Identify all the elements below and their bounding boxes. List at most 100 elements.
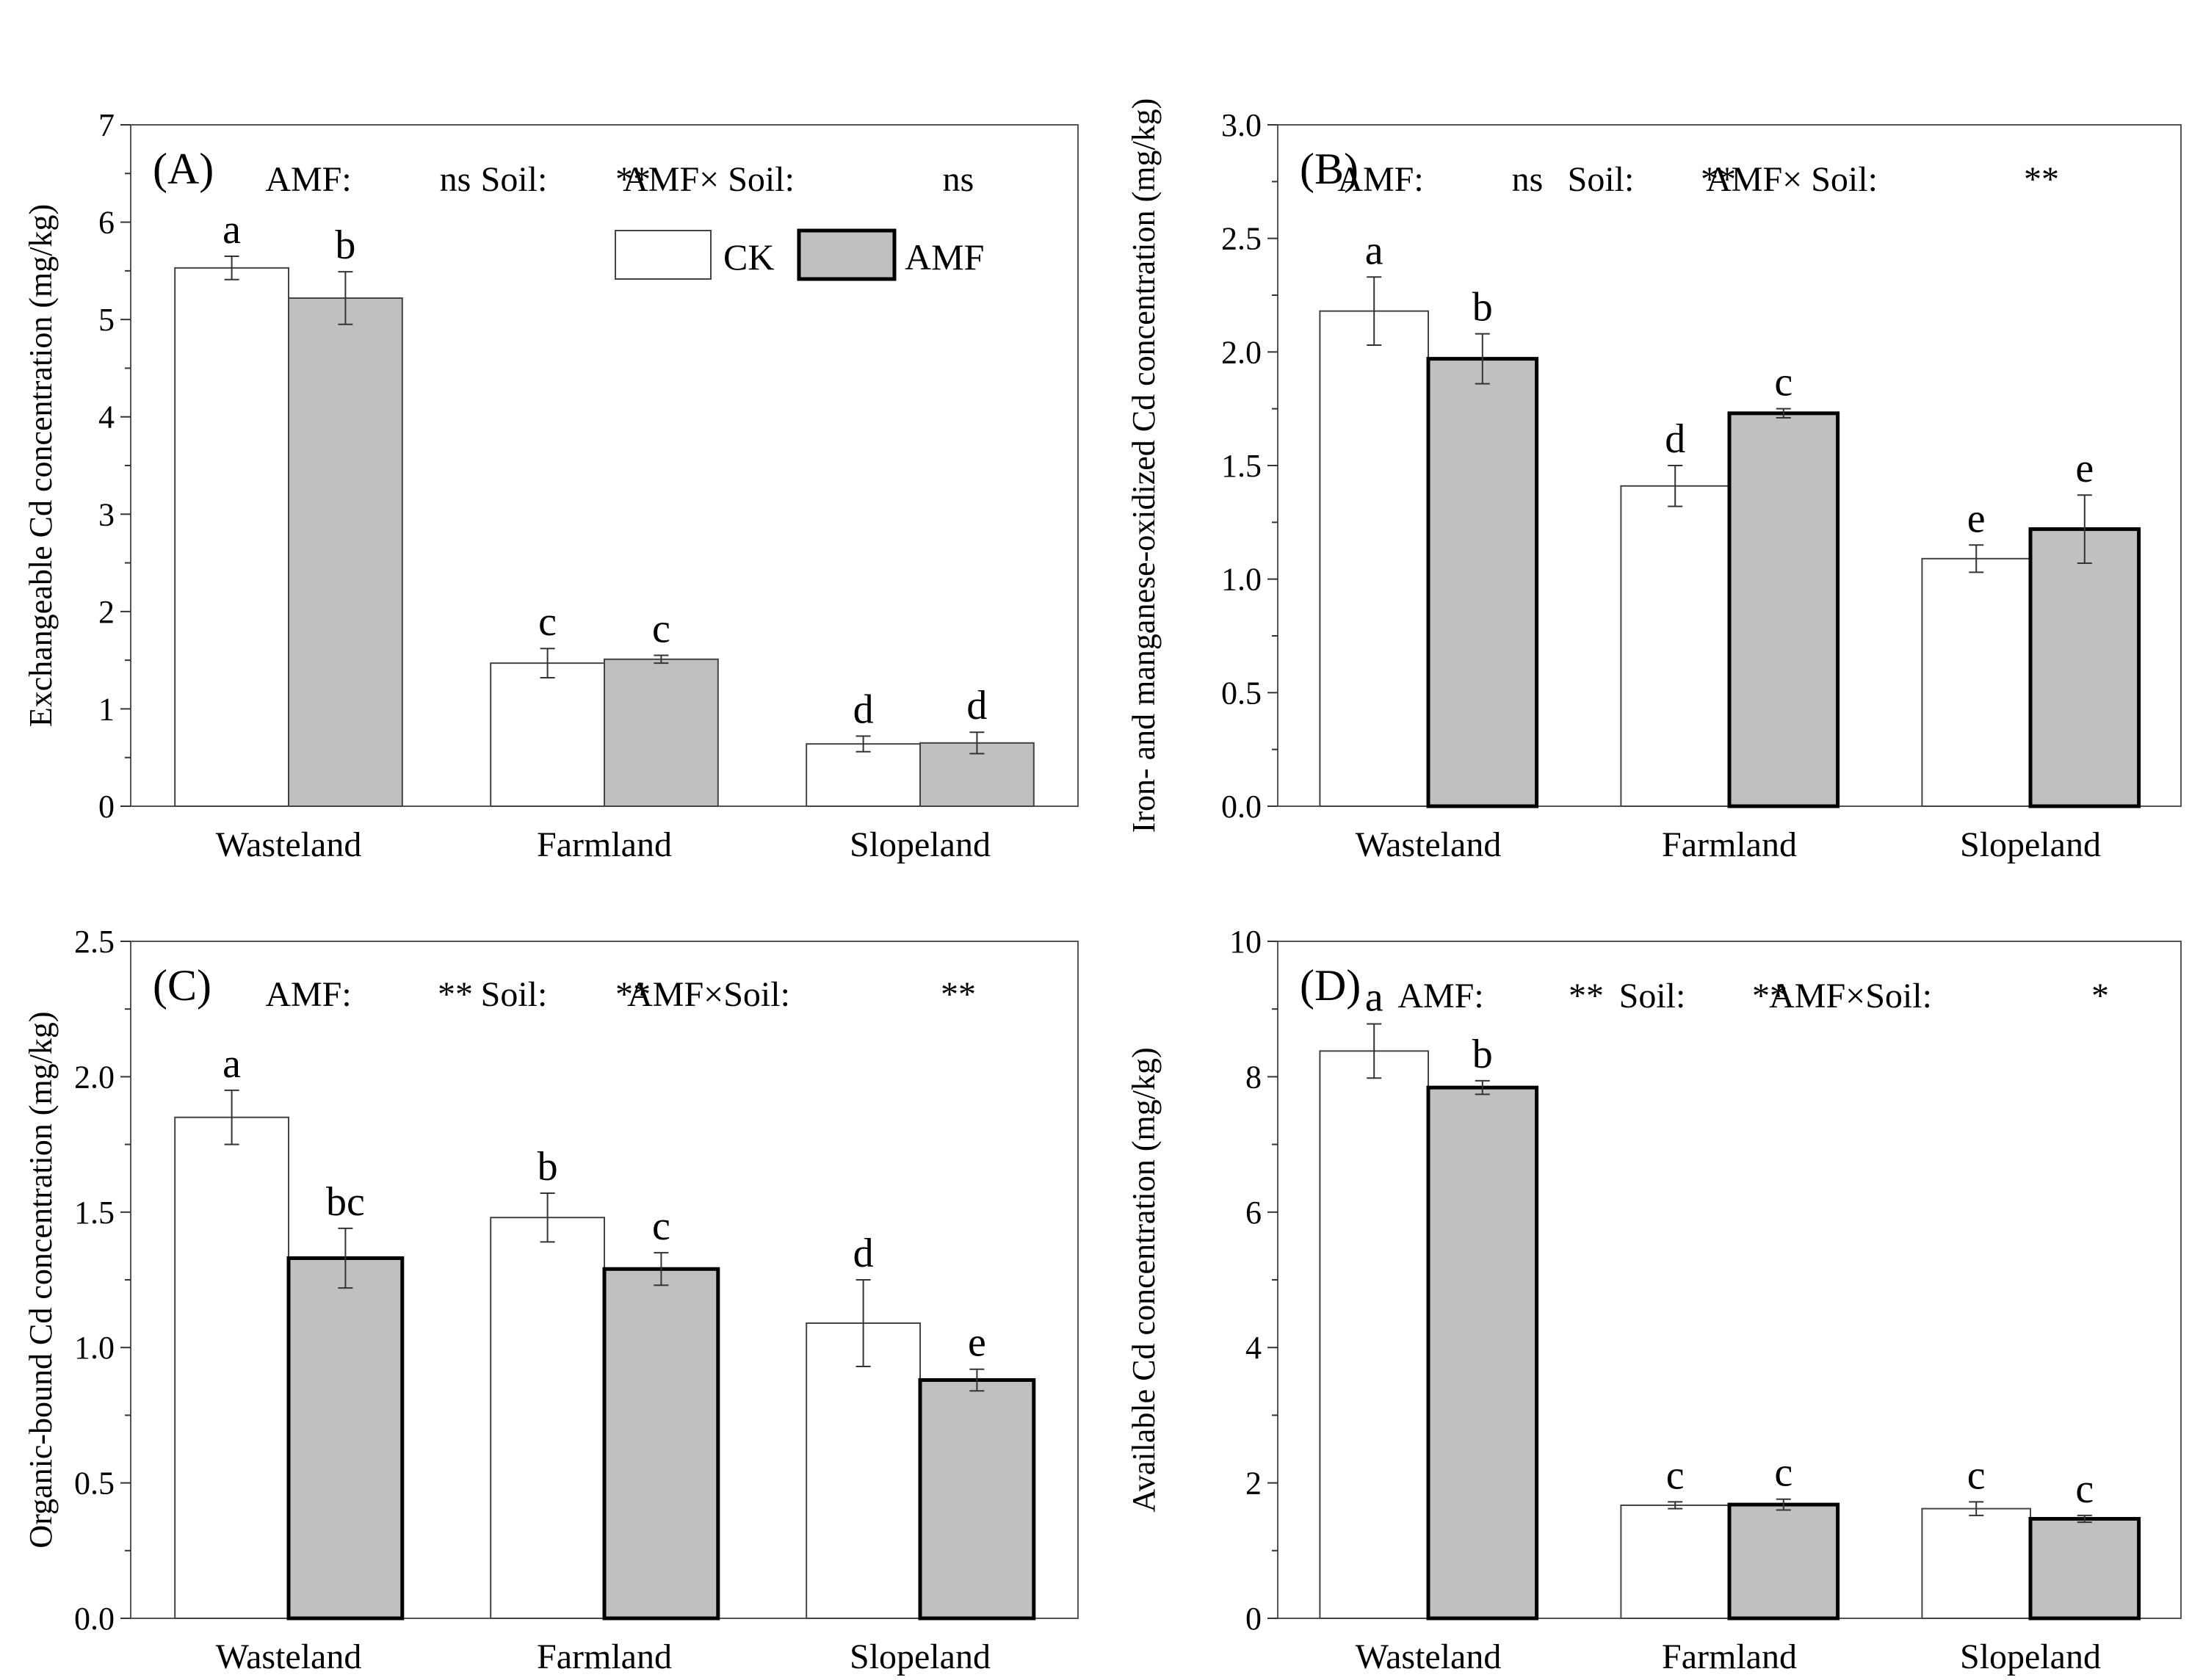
stat-value: ** bbox=[1569, 977, 1604, 1015]
significance-letter: b bbox=[1472, 1032, 1493, 1077]
significance-letter: a bbox=[1365, 974, 1383, 1020]
significance-letter: b bbox=[538, 1144, 558, 1190]
y-tick-label: 2 bbox=[1245, 1466, 1262, 1502]
significance-letter: d bbox=[853, 1231, 874, 1276]
bar bbox=[174, 267, 289, 807]
y-axis-label: Exchangeable Cd concentration (mg/kg) bbox=[23, 204, 59, 727]
chart-panel-b: 0.0 0.5 1.0 1.5 2.0 2.5 3.0 Iron- and manganese… bbox=[1126, 98, 2182, 864]
y-tick-label: 0.0 bbox=[1221, 789, 1262, 825]
significance-letter: c bbox=[1774, 360, 1793, 405]
significance-letter: c bbox=[652, 1203, 670, 1249]
x-tick-label: Slopeland bbox=[850, 1637, 991, 1676]
significance-letter: d bbox=[853, 687, 874, 733]
stat-label: AMF: bbox=[1397, 977, 1483, 1015]
bar bbox=[286, 1256, 405, 1621]
bar bbox=[604, 658, 719, 807]
y-tick-label: 1.5 bbox=[74, 1195, 115, 1231]
y-tick-label: 8 bbox=[1245, 1059, 1262, 1095]
bar bbox=[1620, 485, 1730, 808]
significance-letter: c bbox=[1774, 1450, 1793, 1496]
stat-value: ** bbox=[1701, 160, 1736, 199]
stat-label: Soil: bbox=[481, 975, 548, 1014]
stat-value: ns bbox=[1512, 160, 1544, 199]
x-tick-label: Slopeland bbox=[1960, 825, 2101, 864]
bar bbox=[2028, 527, 2141, 808]
y-tick-label: 1 bbox=[98, 691, 115, 727]
y-tick-label: 0.5 bbox=[1221, 675, 1262, 711]
y-tick-label: 2 bbox=[98, 594, 115, 630]
legend-label-amf: AMF bbox=[905, 236, 984, 278]
significance-letter: b bbox=[1472, 285, 1493, 330]
panel-label: (B) bbox=[1300, 145, 1359, 193]
significance-letter: c bbox=[1967, 1452, 1986, 1498]
stat-label: Soil: bbox=[1619, 977, 1686, 1015]
y-tick-label: 0.5 bbox=[74, 1466, 115, 1502]
y-axis-label: Available Cd concentration (mg/kg) bbox=[1126, 1047, 1162, 1512]
y-tick-label: 0 bbox=[1245, 1601, 1262, 1637]
bar bbox=[1319, 1050, 1430, 1619]
y-tick-label: 0.0 bbox=[74, 1601, 115, 1637]
x-tick-label: Farmland bbox=[1662, 1637, 1797, 1676]
significance-letter: d bbox=[966, 683, 987, 728]
stat-label: AMF×Soil: bbox=[627, 975, 790, 1014]
y-tick-label: 0 bbox=[98, 789, 115, 825]
stat-value: ns bbox=[440, 160, 471, 199]
x-tick-label: Wasteland bbox=[1356, 825, 1502, 864]
significance-letter: c bbox=[538, 599, 557, 645]
x-tick-label: Farmland bbox=[537, 825, 672, 864]
significance-letter: e bbox=[968, 1320, 986, 1366]
significance-letter: e bbox=[1967, 496, 1986, 541]
bar bbox=[490, 662, 606, 807]
panel-label: (A) bbox=[153, 145, 214, 193]
y-tick-label: 4 bbox=[1245, 1330, 1262, 1366]
y-tick-label: 6 bbox=[98, 205, 115, 241]
stat-value: ** bbox=[438, 975, 473, 1014]
significance-letter: c bbox=[1666, 1452, 1685, 1498]
y-tick-label: 4 bbox=[98, 399, 115, 435]
bar bbox=[490, 1217, 606, 1619]
significance-letter: a bbox=[1365, 228, 1383, 273]
stat-label: AMF× Soil: bbox=[1706, 160, 1878, 199]
bar bbox=[806, 1322, 921, 1620]
x-tick-label: Slopeland bbox=[850, 825, 991, 864]
bar bbox=[1727, 1502, 1840, 1621]
x-tick-label: Wasteland bbox=[216, 825, 362, 864]
legend-label-ck: CK bbox=[723, 236, 774, 278]
panel-label: (D) bbox=[1300, 961, 1361, 1010]
bar bbox=[602, 1267, 720, 1621]
chart-panel-d: 0 2 4 6 8 10 Available Cd concentration (mg/kg… bbox=[1126, 924, 2182, 1676]
bar bbox=[1727, 411, 1840, 808]
significance-letter: d bbox=[1665, 416, 1685, 462]
stat-value: ** bbox=[615, 160, 651, 199]
x-tick-label: Farmland bbox=[1662, 825, 1797, 864]
stat-label: AMF: bbox=[265, 160, 351, 199]
stat-value: ** bbox=[615, 975, 651, 1014]
stat-label: Soil: bbox=[481, 160, 548, 199]
significance-letter: a bbox=[223, 1041, 241, 1087]
x-tick-label: Farmland bbox=[537, 1637, 672, 1676]
chart-panel-a: 0 1 2 3 4 5 6 7 Exchangeable Cd concentration (m… bbox=[23, 107, 1079, 864]
y-tick-label: 7 bbox=[98, 107, 115, 143]
significance-letter: c bbox=[652, 607, 670, 652]
stat-value: * bbox=[2091, 977, 2109, 1015]
y-tick-label: 1.0 bbox=[1221, 562, 1262, 598]
y-axis-label: Iron- and manganese-oxidized Cd concentr… bbox=[1126, 98, 1162, 833]
y-tick-label: 3.0 bbox=[1221, 107, 1262, 143]
legend-swatch-amf bbox=[797, 228, 897, 281]
bar bbox=[1921, 1507, 2031, 1619]
stat-label: AMF: bbox=[1337, 160, 1423, 199]
x-tick-label: Slopeland bbox=[1960, 1637, 2101, 1676]
bar bbox=[1426, 357, 1539, 808]
bar bbox=[1620, 1505, 1730, 1619]
legend-swatch-ck bbox=[615, 230, 712, 280]
y-tick-label: 6 bbox=[1245, 1195, 1262, 1231]
y-tick-label: 2.5 bbox=[1221, 221, 1262, 257]
stat-label: Soil: bbox=[1568, 160, 1635, 199]
significance-letter: a bbox=[223, 207, 241, 253]
stat-label: AMF: bbox=[265, 975, 351, 1014]
y-tick-label: 2.5 bbox=[74, 924, 115, 960]
y-axis-label: Organic-bound Cd concentration (mg/kg) bbox=[23, 1011, 59, 1548]
stat-label: AMF× Soil: bbox=[623, 160, 795, 199]
y-tick-label: 10 bbox=[1229, 924, 1262, 960]
